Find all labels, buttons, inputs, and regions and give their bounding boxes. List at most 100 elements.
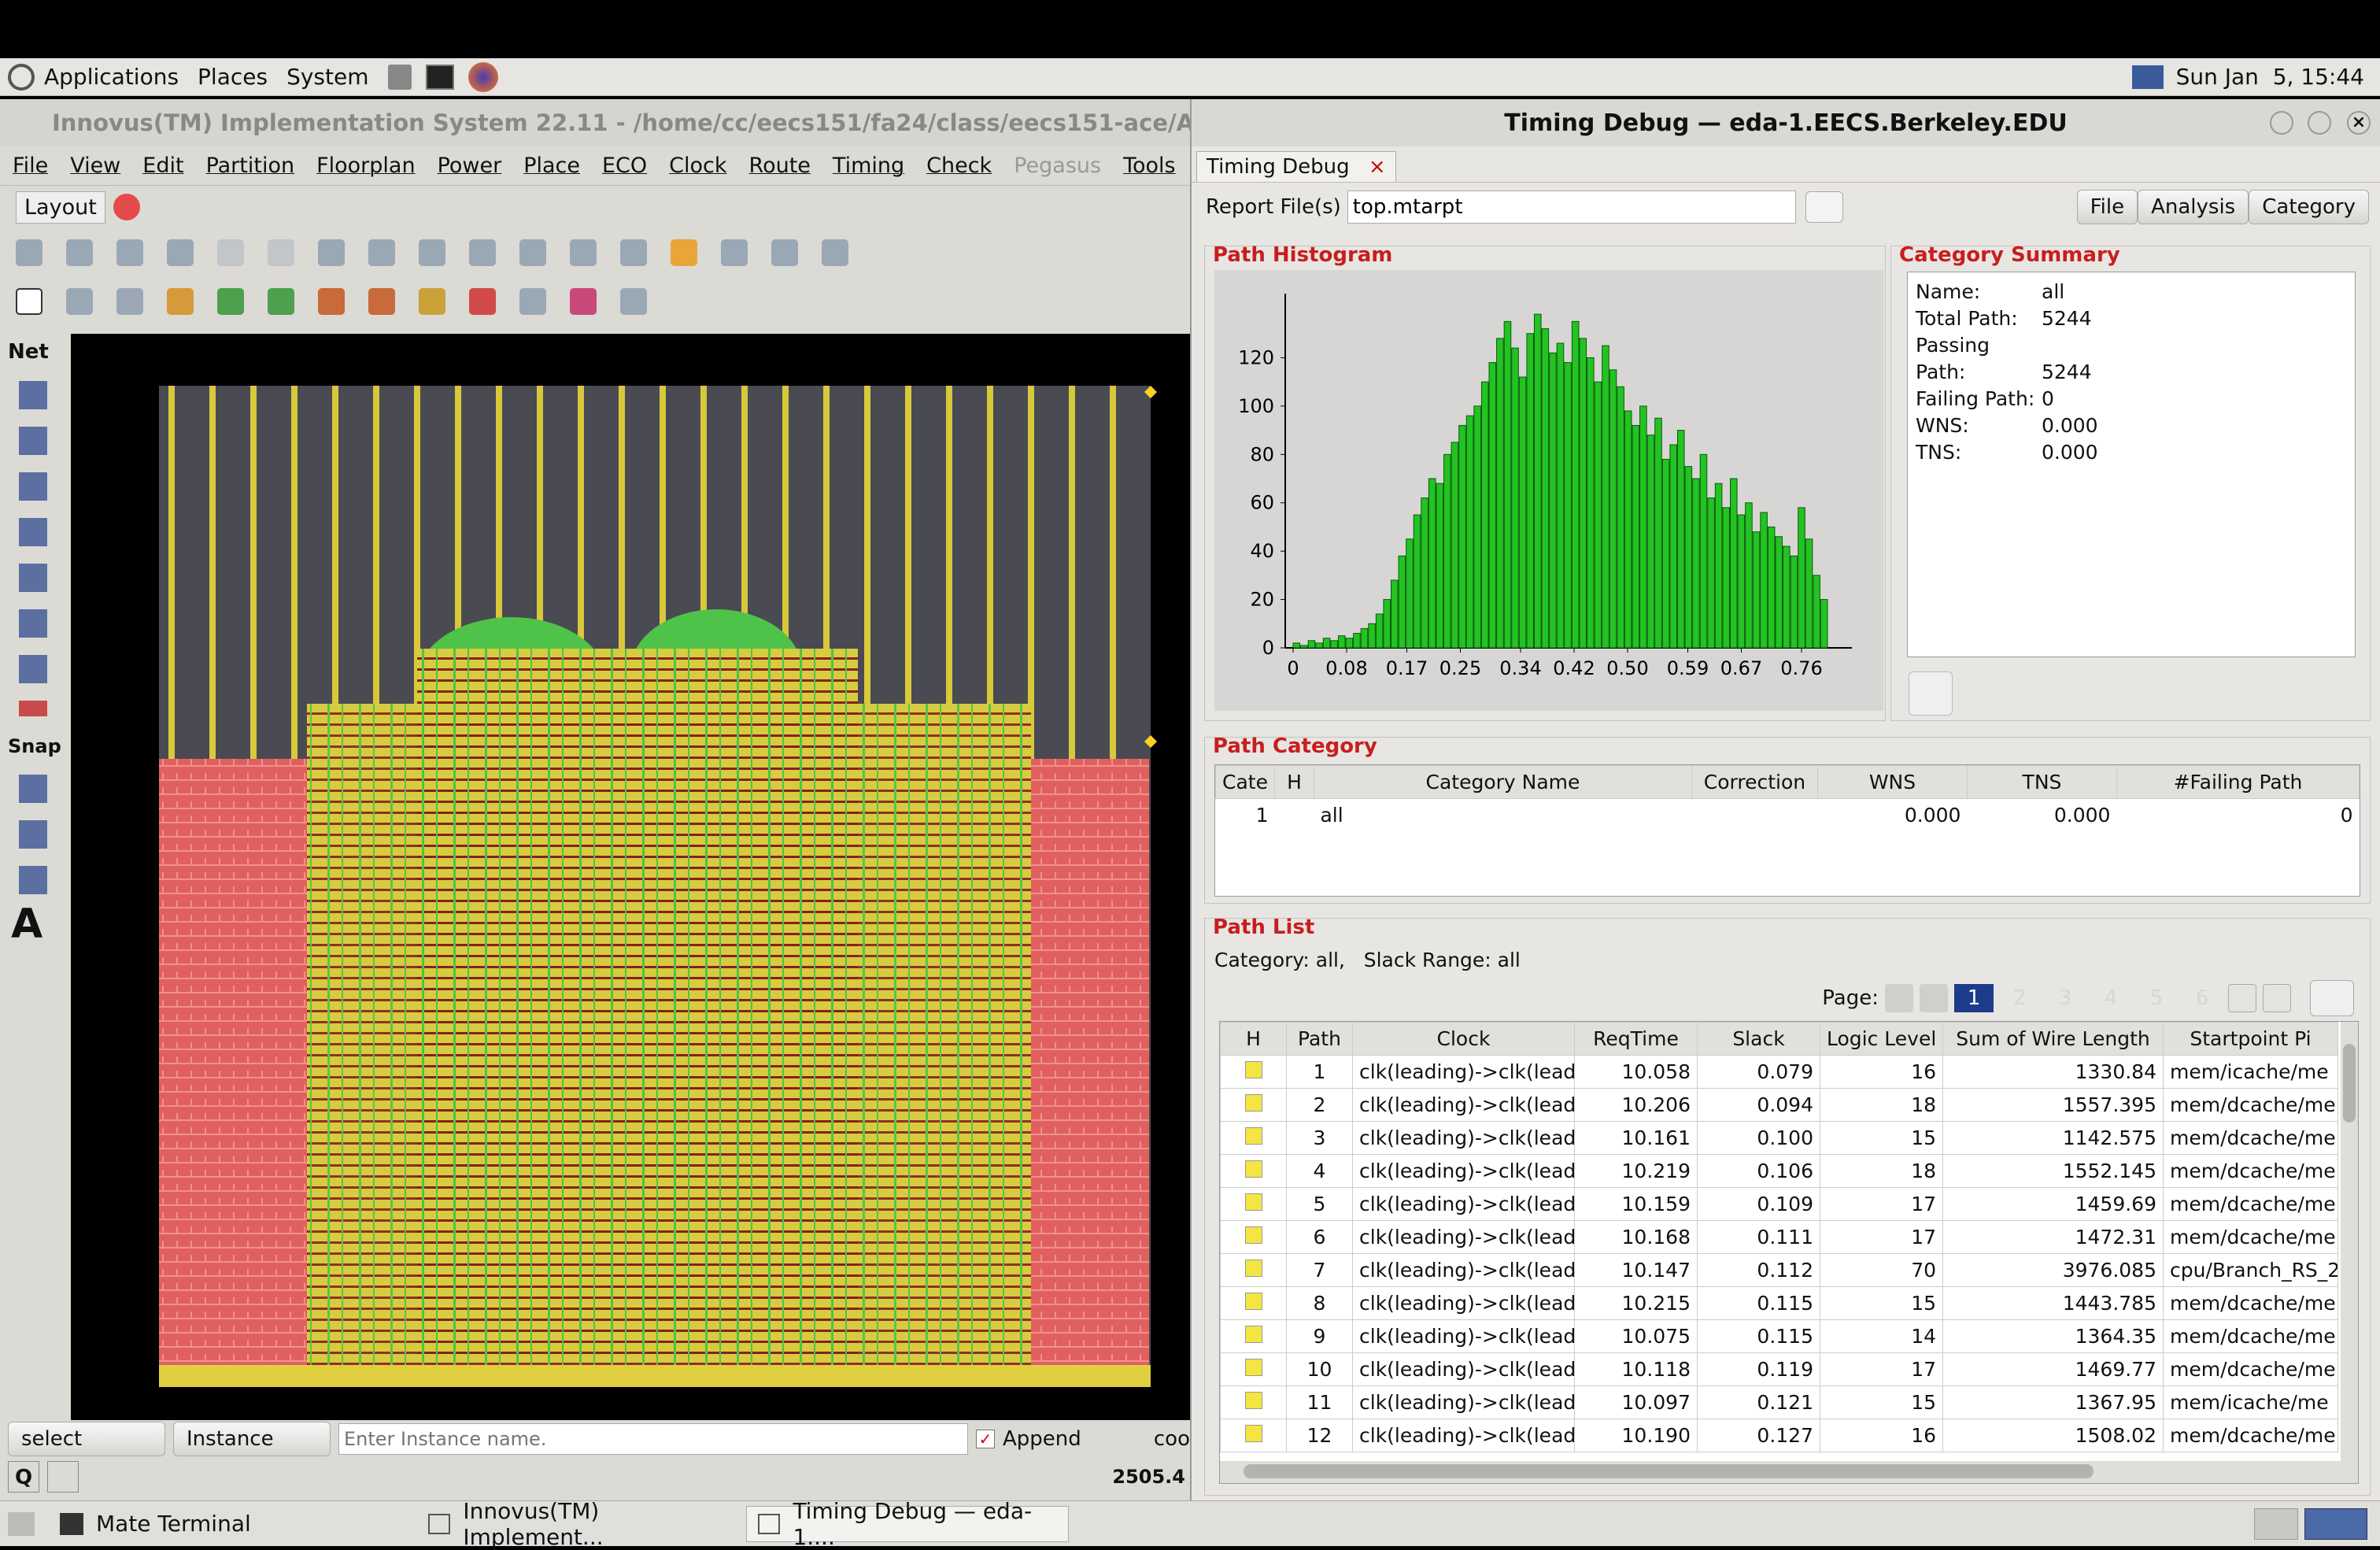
histogram-bar[interactable]	[1684, 466, 1693, 649]
highlight-color-swatch[interactable]	[1244, 1193, 1262, 1211]
histogram-bar[interactable]	[1511, 347, 1519, 649]
histogram-bar[interactable]	[1307, 640, 1316, 649]
col-slack[interactable]: Slack	[1697, 1022, 1820, 1056]
highlight-cell[interactable]	[1220, 1187, 1287, 1221]
select-mode-dropdown[interactable]: select	[8, 1422, 165, 1456]
file-menu-button[interactable]: File	[2076, 190, 2138, 224]
menu-route[interactable]: Route	[748, 154, 811, 178]
align-icon[interactable]	[620, 288, 647, 315]
histogram-bar[interactable]	[1669, 444, 1677, 649]
move-tool-icon[interactable]	[368, 239, 395, 266]
histogram-bar[interactable]	[1465, 415, 1474, 649]
highlight-color-swatch[interactable]	[1244, 1326, 1262, 1343]
col-clock[interactable]: Clock	[1352, 1022, 1575, 1056]
open-icon[interactable]	[16, 239, 42, 266]
histogram-bar[interactable]	[1632, 424, 1640, 649]
checkpoint-icon[interactable]	[167, 239, 194, 266]
histogram-bar[interactable]	[1375, 613, 1384, 649]
menu-clock[interactable]: Clock	[669, 154, 727, 178]
panel-icon[interactable]	[822, 239, 848, 266]
page-2[interactable]: 2	[2012, 986, 2027, 1010]
add-tab-icon[interactable]	[113, 194, 140, 220]
pen-tool-icon[interactable]	[19, 472, 47, 501]
append-checkbox[interactable]: ✓	[976, 1430, 995, 1448]
snap-grid-icon[interactable]	[19, 775, 47, 803]
histogram-bar[interactable]	[1594, 381, 1602, 649]
menu-power[interactable]: Power	[437, 154, 502, 178]
add-pin-icon[interactable]	[368, 288, 395, 315]
highlight-cell[interactable]	[1220, 1385, 1287, 1419]
category-menu-button[interactable]: Category	[2249, 190, 2369, 224]
histogram-bar[interactable]	[1692, 478, 1700, 649]
histogram-bar[interactable]	[1617, 386, 1624, 649]
instance-name-input[interactable]	[338, 1423, 968, 1455]
table-row[interactable]: 2clk(leading)->clk(leadi...10.2060.09418…	[1220, 1088, 2338, 1122]
menu-check[interactable]: Check	[926, 154, 992, 178]
innovus-titlebar[interactable]: Innovus(TM) Implementation System 22.11 …	[0, 99, 1190, 146]
histogram-bar[interactable]	[1729, 478, 1738, 649]
histogram-bar[interactable]	[1436, 483, 1444, 649]
histogram-bar[interactable]	[1458, 424, 1466, 649]
col-tns[interactable]: TNS	[1966, 765, 2117, 799]
menu-partition[interactable]: Partition	[205, 154, 295, 178]
path-list-vscrollbar[interactable]	[2341, 1022, 2358, 1463]
col-correction[interactable]: Correction	[1691, 765, 1818, 799]
histogram-bar[interactable]	[1775, 536, 1783, 649]
spread-icon[interactable]	[19, 609, 47, 638]
histogram-bar[interactable]	[1820, 599, 1828, 649]
histogram-bar[interactable]	[1587, 357, 1595, 649]
move-wire-icon[interactable]	[570, 288, 597, 315]
calculator-icon[interactable]	[387, 64, 412, 90]
table-row[interactable]: 6clk(leading)->clk(leadi...10.1680.11117…	[1220, 1220, 2338, 1254]
wire-tool-icon[interactable]	[19, 381, 47, 409]
first-page-icon[interactable]	[1885, 984, 1913, 1012]
cell-icon[interactable]	[66, 288, 93, 315]
net-label[interactable]: Net	[8, 340, 49, 364]
histogram-bar[interactable]	[1315, 642, 1323, 649]
histogram-bar[interactable]	[1639, 405, 1647, 649]
table-row[interactable]: 11clk(leading)->clk(leadi...10.0970.1211…	[1220, 1385, 2338, 1419]
table-row[interactable]: 3clk(leading)->clk(leadi...10.1610.10015…	[1220, 1121, 2338, 1155]
highlight-color-swatch[interactable]	[1244, 1226, 1262, 1244]
tab-layout[interactable]: Layout	[16, 191, 105, 224]
tab-close-icon[interactable]: ×	[1368, 155, 1386, 179]
pin-tool-icon[interactable]	[19, 427, 47, 455]
histogram-bar[interactable]	[1480, 381, 1489, 649]
menu-eco[interactable]: ECO	[602, 154, 648, 178]
menu-tools[interactable]: Tools	[1123, 154, 1176, 178]
split-icon[interactable]	[519, 288, 546, 315]
histogram-bar[interactable]	[1345, 638, 1354, 649]
show-desktop-icon[interactable]	[8, 1511, 35, 1536]
places-menu[interactable]: Places	[198, 64, 268, 90]
col-wns[interactable]: WNS	[1816, 765, 1968, 799]
histogram-bar[interactable]	[1533, 313, 1542, 649]
histogram-bar[interactable]	[1602, 345, 1609, 649]
page-3[interactable]: 3	[2058, 986, 2072, 1010]
histogram-bar[interactable]	[1624, 410, 1632, 649]
snap-label[interactable]: Snap	[8, 735, 61, 757]
copy-icon[interactable]	[116, 288, 143, 315]
history-icon[interactable]	[47, 1461, 79, 1493]
histogram-bar[interactable]	[1707, 498, 1715, 649]
highlight-color-swatch[interactable]	[1244, 1061, 1262, 1078]
redo-icon[interactable]	[268, 239, 294, 266]
page-4[interactable]: 4	[2104, 986, 2118, 1010]
undo-icon[interactable]	[217, 239, 244, 266]
horizontal-space-icon[interactable]	[19, 564, 47, 592]
histogram-bar[interactable]	[1661, 458, 1670, 649]
menu-place[interactable]: Place	[523, 154, 580, 178]
hscroll-thumb[interactable]	[1244, 1464, 2094, 1478]
histogram-bar[interactable]	[1353, 633, 1361, 649]
stretch-icon[interactable]	[419, 288, 445, 315]
line-tool-icon[interactable]	[19, 866, 47, 894]
col-category-name[interactable]: Category Name	[1313, 765, 1692, 799]
path-list-hscrollbar[interactable]	[1220, 1461, 2358, 1483]
histogram-bar[interactable]	[1541, 328, 1550, 649]
histogram-bar[interactable]	[1391, 579, 1399, 649]
prev-page-icon[interactable]	[1920, 984, 1948, 1012]
page-6[interactable]: 6	[2195, 986, 2209, 1010]
column-settings-icon[interactable]	[2310, 980, 2354, 1016]
highlight-color-swatch[interactable]	[1244, 1425, 1262, 1442]
histogram-bar[interactable]	[1503, 320, 1512, 649]
highlight-cell[interactable]	[1220, 1352, 1287, 1386]
